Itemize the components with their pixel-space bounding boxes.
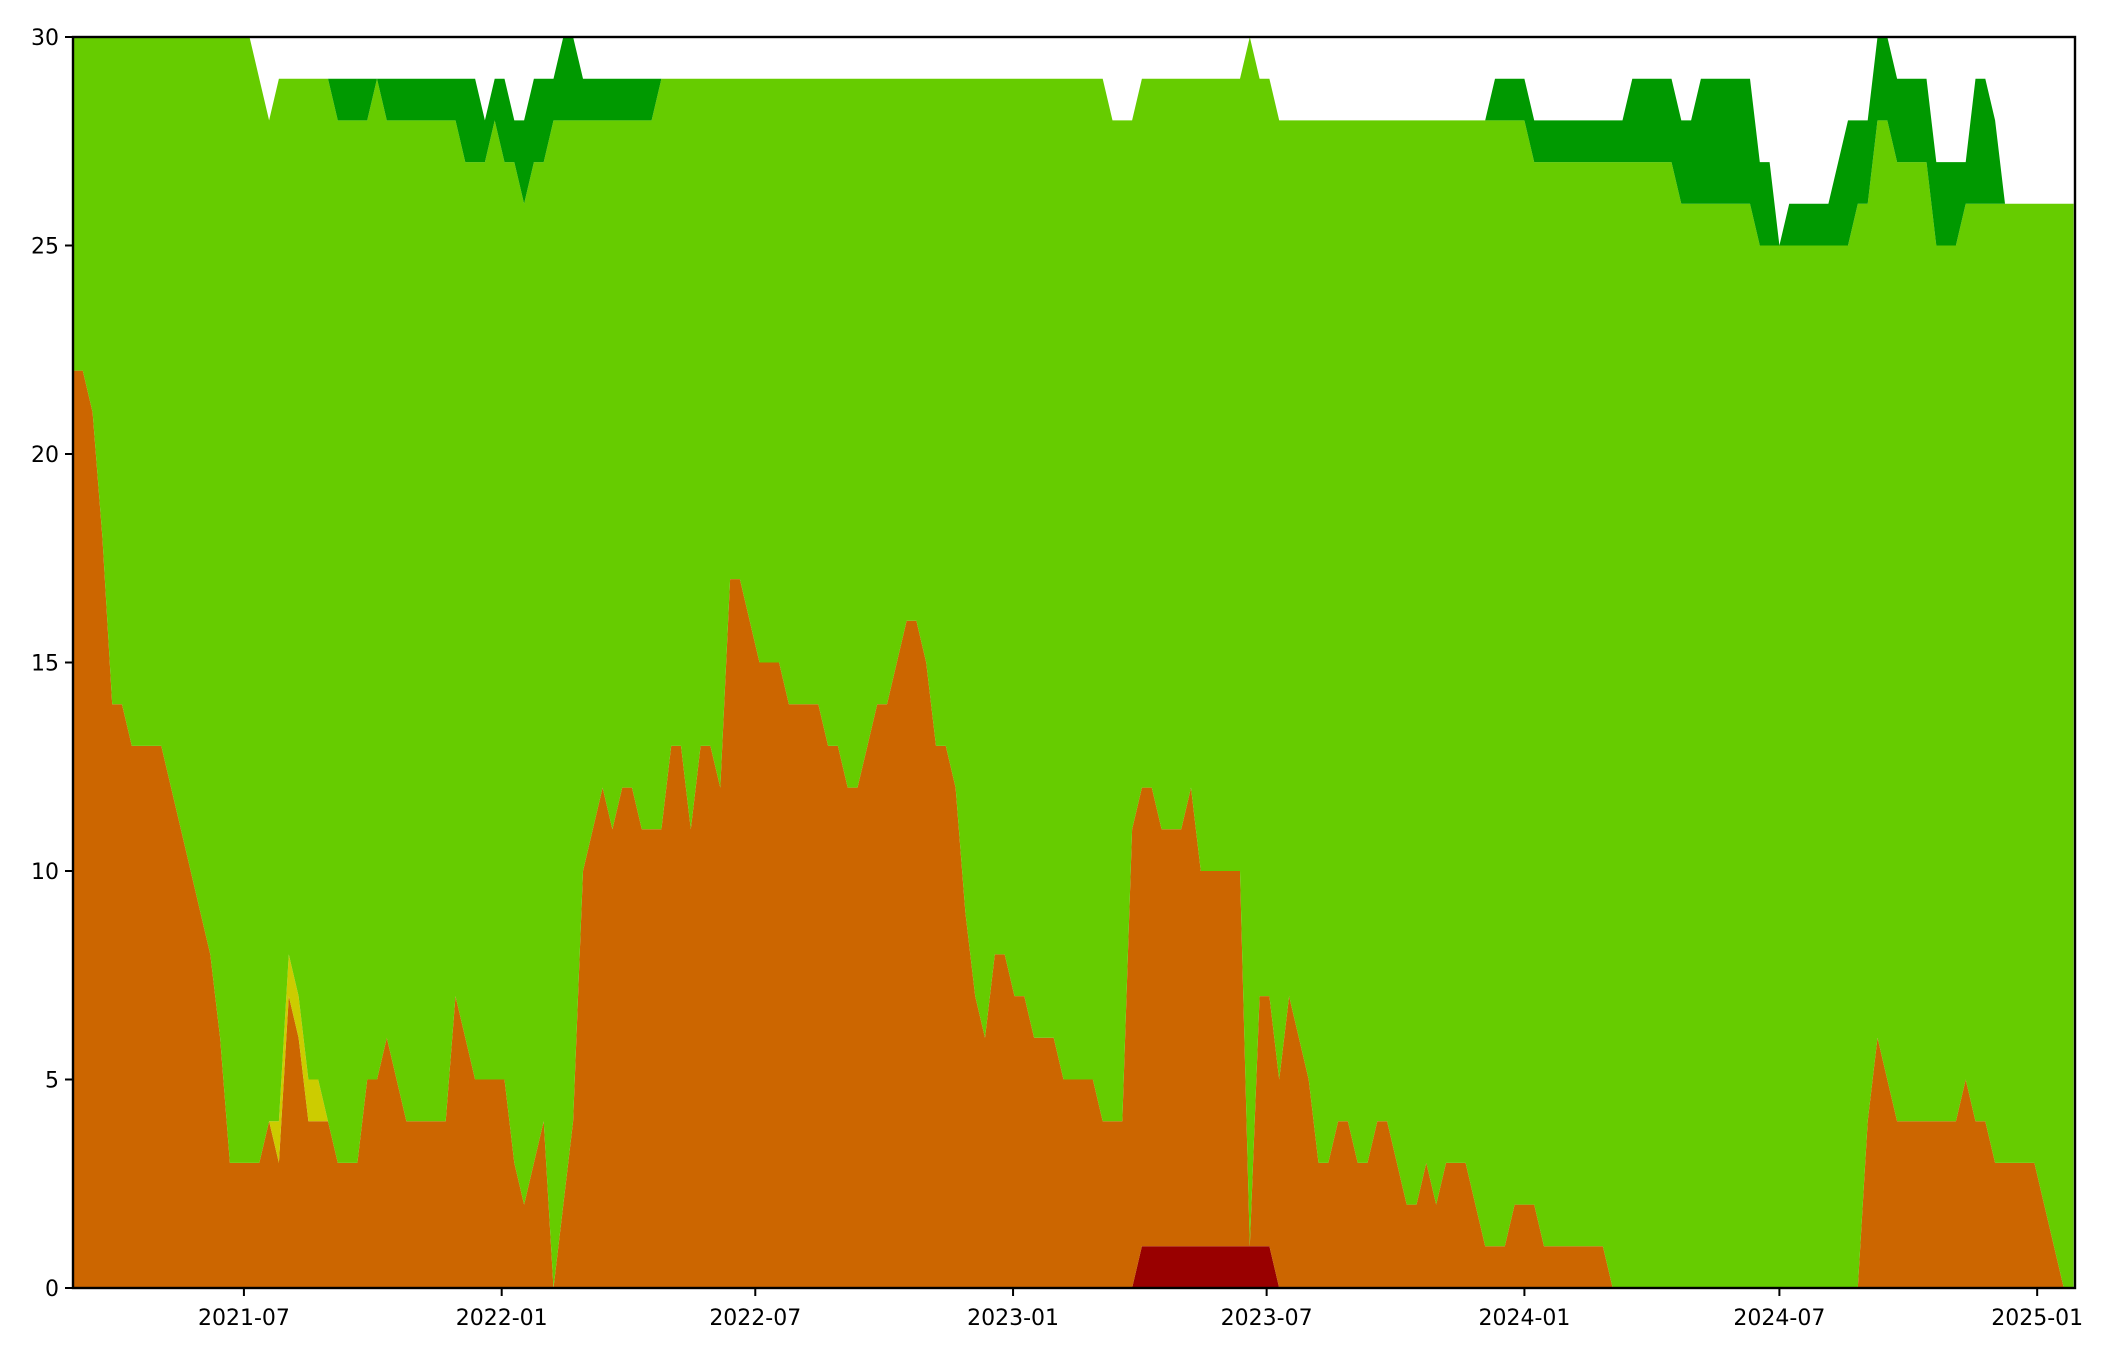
y-tick-label: 10 (31, 860, 59, 885)
y-axis: 0 5 10 15 20 25 30 (31, 26, 73, 1302)
series-area-4 (73, 37, 2074, 1288)
x-tick-label: 2023-01 (967, 1306, 1059, 1331)
y-tick-label: 30 (31, 26, 59, 51)
x-tick-label: 2023-07 (1221, 1306, 1313, 1331)
y-tick-label: 0 (45, 1277, 59, 1302)
y-tick-label: 25 (31, 235, 59, 260)
x-tick-label: 2024-01 (1478, 1306, 1570, 1331)
series-area-5 (73, 37, 2074, 246)
x-tick-label: 2024-07 (1733, 1306, 1825, 1331)
x-axis: 2021-07 2022-01 2022-07 2023-01 2023-07 2024-… (198, 1288, 2083, 1331)
y-tick-label: 15 (31, 652, 59, 677)
x-tick-label: 2022-01 (456, 1306, 548, 1331)
x-tick-label: 2025-01 (1991, 1306, 2083, 1331)
y-tick-label: 20 (31, 443, 59, 468)
x-tick-label: 2021-07 (198, 1306, 290, 1331)
series-area-2 (73, 370, 2074, 1288)
y-tick-label: 5 (45, 1069, 59, 1094)
x-tick-label: 2022-07 (709, 1306, 801, 1331)
series-areas (73, 37, 2074, 1288)
